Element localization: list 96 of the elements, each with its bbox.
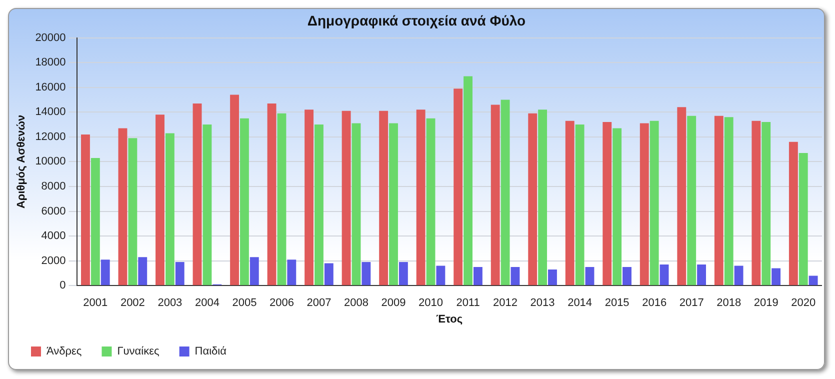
x-tick-label: 2019: [754, 297, 778, 310]
bar: [398, 262, 408, 286]
bar: [490, 104, 500, 286]
y-tick-label: 10000: [35, 156, 66, 168]
x-tick-label: 2020: [791, 297, 816, 310]
bar: [250, 257, 259, 286]
x-tick-label: 2011: [456, 297, 480, 310]
bar: [138, 257, 148, 286]
bar: [324, 263, 334, 286]
bar: [612, 128, 622, 286]
legend-label: Παιδιά: [194, 346, 228, 358]
x-tick-label: 2008: [344, 297, 368, 310]
x-tick-label: 2013: [530, 297, 555, 310]
y-tick-label: 4000: [41, 230, 66, 242]
bar: [436, 266, 446, 286]
bar: [464, 76, 472, 286]
y-tick-label: 18000: [35, 56, 66, 69]
bar: [304, 110, 314, 286]
x-tick-label: 2018: [716, 297, 742, 310]
bar: [622, 267, 632, 286]
x-tick-label: 2017: [679, 297, 704, 310]
legend-label: Άνδρες: [46, 346, 82, 358]
x-tick-label: 2010: [418, 297, 444, 310]
bar: [389, 123, 398, 286]
bar: [287, 260, 296, 286]
bar: [660, 264, 669, 286]
y-tick-label: 0: [60, 280, 66, 292]
bar: [240, 118, 249, 286]
bar: [510, 267, 520, 286]
bar: [352, 123, 361, 286]
bar: [772, 268, 781, 286]
x-tick-label: 2004: [194, 297, 220, 310]
y-axis-title: Αριθμός Ασθενών: [16, 114, 28, 209]
x-tick-label: 2002: [120, 297, 145, 310]
bar: [362, 262, 371, 286]
x-tick-label: 2001: [83, 297, 108, 310]
bar: [734, 266, 744, 286]
bar: [118, 128, 128, 286]
bar: [528, 113, 538, 286]
bar: [165, 133, 174, 286]
y-tick-label: 14000: [35, 106, 66, 118]
bar: [548, 269, 557, 286]
chart-title: Δημογραφικά στοιχεία ανά Φύλο: [307, 12, 526, 28]
bar: [175, 262, 184, 286]
x-tick-label: 2005: [232, 297, 257, 310]
y-tick-label: 12000: [35, 130, 66, 143]
y-tick-label: 2000: [41, 254, 66, 267]
bar: [156, 114, 164, 286]
bar: [640, 123, 649, 286]
y-tick-label: 8000: [41, 180, 66, 193]
x-tick-label: 2009: [381, 297, 406, 310]
bar: [128, 138, 138, 286]
bar: [650, 120, 659, 286]
bar: [687, 116, 696, 286]
bar: [724, 117, 734, 286]
bar: [575, 124, 584, 286]
bar: [762, 122, 771, 286]
x-tick-label: 2015: [604, 297, 630, 310]
bar: [277, 113, 286, 286]
bar: [100, 260, 110, 286]
bar: [565, 120, 574, 286]
x-tick-label: 2003: [158, 297, 182, 310]
bar: [192, 103, 202, 286]
bar: [714, 116, 724, 286]
y-tick-label: 20000: [35, 32, 66, 44]
x-tick-label: 2016: [642, 297, 667, 310]
bar: [314, 124, 324, 286]
x-axis-title: Έτος: [436, 313, 463, 326]
bar: [752, 120, 761, 286]
bar: [416, 110, 426, 286]
bar: [230, 94, 239, 286]
bar: [454, 88, 463, 286]
bar: [585, 267, 594, 286]
bar: [342, 110, 351, 286]
bar: [500, 100, 510, 286]
legend-label: Γυναίκες: [117, 346, 160, 358]
y-tick-label: 6000: [41, 205, 66, 218]
x-tick-label: 2012: [493, 297, 518, 310]
bar: [81, 134, 90, 286]
bar: [788, 142, 798, 286]
bar: [697, 264, 706, 286]
bar: [473, 267, 482, 286]
bar: [426, 118, 436, 286]
y-tick-label: 16000: [35, 81, 66, 94]
bar: [379, 110, 388, 286]
bar: [677, 107, 686, 286]
x-tick-label: 2007: [306, 297, 332, 310]
bar: [602, 122, 612, 286]
bar: [202, 124, 212, 286]
bar: [808, 276, 818, 286]
x-tick-label: 2006: [269, 297, 294, 310]
bar: [90, 158, 100, 286]
bar: [798, 153, 808, 286]
x-tick-label: 2014: [568, 297, 592, 310]
bar: [538, 110, 548, 286]
bar: [267, 103, 276, 286]
